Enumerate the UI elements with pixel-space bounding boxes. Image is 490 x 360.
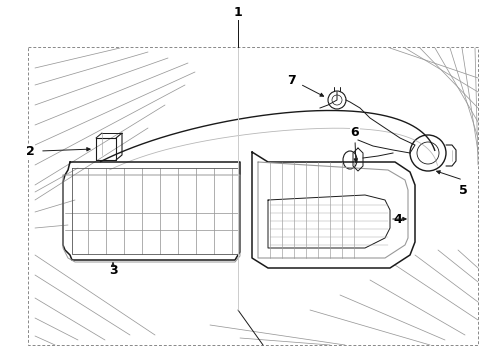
Bar xyxy=(28,47,478,345)
Text: 2: 2 xyxy=(25,144,34,158)
Text: 4: 4 xyxy=(393,212,402,225)
Text: 1: 1 xyxy=(234,5,243,18)
Text: 7: 7 xyxy=(288,73,296,86)
Text: 5: 5 xyxy=(459,184,467,197)
Text: 6: 6 xyxy=(351,126,359,139)
Text: 3: 3 xyxy=(109,265,117,278)
